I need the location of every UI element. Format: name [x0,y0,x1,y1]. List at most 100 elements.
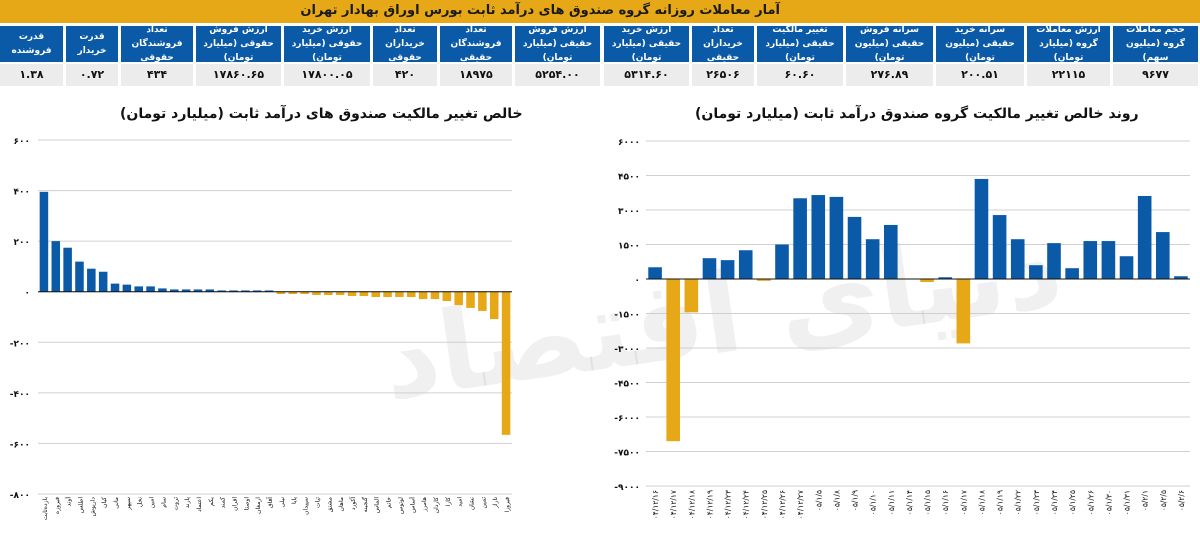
bar [442,291,452,302]
stat-value: ۲۰۰.۵۱ [936,64,1024,86]
x-tick-label: خاتم [386,497,393,508]
x-tick-label: ۰۴/۱۲/۲۷ [796,490,805,519]
x-tick-label: ۰۴/۱۲/۱۹ [705,490,714,519]
x-tick-label: ۰۵/۱/۲۵ [1068,490,1077,515]
x-tick-label: مشتق [326,497,333,512]
bar [920,279,934,282]
bar [1047,243,1061,279]
x-tick-label: فیروزه [54,497,61,514]
y-tick-label: -۸۰۰ [10,491,30,501]
bar [75,261,84,292]
bar [122,284,132,292]
x-tick-label: اطلس [77,497,84,513]
bar [134,286,143,292]
stat-label: حجم معاملات گروه (میلیون سهم) [1113,25,1198,63]
bar [312,291,321,296]
y-tick-label: -۲۰۰ [10,339,30,349]
bar [288,291,298,294]
stat-label: سرانه فروش حقیقی (میلیون تومان) [846,25,933,63]
x-tick-label: تاراز [492,497,499,509]
y-tick-label: ۴۰۰ [14,188,30,198]
bar [666,279,680,442]
stat-value: ۴۲۰ [373,64,437,86]
x-tick-label: امین [149,497,156,509]
bar [811,195,826,279]
y-tick-label: ۳۰۰۰ [618,207,640,217]
page-title: آمار معاملات روزانه گروه صندوق های درآمد… [300,3,780,18]
x-tick-label: سپیدان [303,497,310,515]
stat-value: ۶۰.۶۰ [757,64,843,86]
x-tick-label: ثبات [314,497,321,508]
x-tick-label: آفاق [265,497,274,508]
x-tick-label: ۰۵/۱/۹ [851,490,860,511]
x-tick-label: ۰۵/۱/۱۹ [996,490,1005,515]
x-tick-label: ۰۵/۱/۱۵ [923,490,932,515]
y-tick-label: ۶۰۰۰ [618,138,640,148]
x-tick-label: ۰۵/۱/۲۶ [1086,490,1095,515]
x-tick-label: امید [457,497,464,507]
bar [205,289,215,292]
bar [229,290,238,292]
bar [241,290,250,292]
bar [829,196,844,279]
stat-value: ۹۶۷۷ [1113,64,1198,86]
bar [252,290,262,292]
y-tick-label: ۱۵۰۰ [618,242,640,252]
x-tick-label: اوصتا [243,497,250,511]
x-tick-label: سپهر [125,497,132,511]
x-tick-label: ۰۵/۱/۵ [814,490,823,511]
stat-label: تغییر مالکیت حقیقی (میلیارد تومان) [757,25,843,63]
bar [884,224,898,279]
y-tick-label: -۴۰۰ [10,390,30,400]
x-tick-label: ۰۵/۲/۶ [1177,490,1186,511]
bar [1119,256,1134,279]
x-tick-label: ۰۵/۱/۳۰ [1104,490,1113,515]
x-tick-label: لوتوس [397,497,404,514]
bar [276,291,286,294]
bar [170,289,179,292]
y-tick-label: -۴۵۰۰ [614,380,640,390]
bar [702,258,717,279]
stat-label: ارزش فروش حقوقی (میلیارد تومان) [196,25,281,63]
x-tick-label: ۰۵/۱/۱۴ [905,490,914,515]
bar [466,291,475,308]
bar [775,244,789,279]
bar [63,247,72,292]
y-tick-label: -۶۰۰ [10,440,30,450]
stat-label: ارزش معاملات گروه (میلیارد تومان) [1027,25,1110,63]
bar [1029,265,1043,279]
x-tick-label: ۰۵/۱/۱۷ [959,490,968,515]
bar [1156,232,1170,279]
stat-value: ۵۲۵۴.۰۰ [515,64,600,86]
x-tick-label: داریوش [89,497,96,517]
stat-label: قدرت فروشنده [0,26,63,62]
y-tick-label: -۹۰۰۰ [614,483,640,493]
x-tick-label: ۰۴/۱۲/۲۳ [724,490,733,519]
x-tick-label: نشان [469,497,476,511]
x-tick-label: گنجینه [361,497,369,513]
x-tick-label: کمند [220,497,227,508]
y-tick-label: ۰ [25,289,31,299]
stat-label: ارزش خرید حقیقی (میلیارد تومان) [604,25,689,63]
x-tick-label: ارمغان [255,497,262,514]
bar [359,291,369,297]
y-tick-label: ۶۰۰ [14,137,30,147]
x-tick-label: نیلی [279,497,286,508]
x-tick-label: افران [232,497,239,511]
x-tick-label: یکم [208,497,215,506]
header-bar: آمار معاملات روزانه گروه صندوق های درآمد… [0,0,1200,23]
y-tick-label: ۲۰۰ [14,238,30,248]
x-tick-label: ۰۴/۱۲/۲۶ [778,490,787,519]
bar [347,291,357,297]
bar [98,271,108,292]
stat-value: ۴۳۴ [121,64,193,86]
stat-value: ۵۳۱۴.۶۰ [604,64,689,86]
bar [158,288,167,292]
x-tick-label: مانی [113,497,120,509]
bar [430,291,440,300]
bar [418,291,428,300]
x-tick-label: کیان [101,497,108,508]
x-tick-label: ثمین [480,497,487,509]
x-tick-label: کاردان [433,497,440,513]
